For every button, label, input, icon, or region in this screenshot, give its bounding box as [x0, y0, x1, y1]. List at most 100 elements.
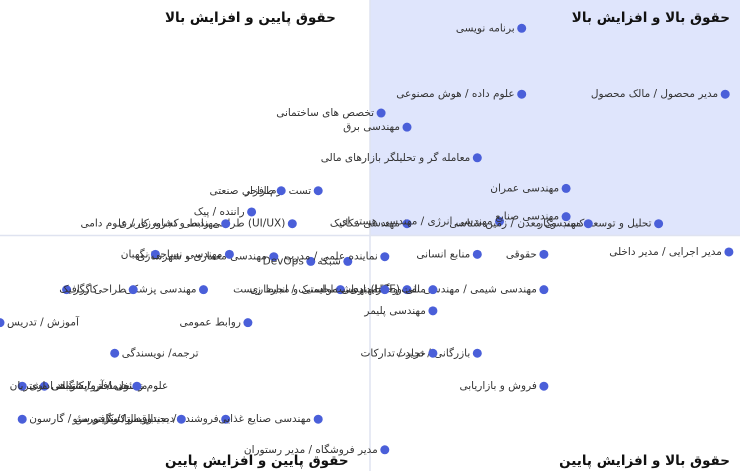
point-label: DevOps: [263, 255, 304, 267]
point: [472, 249, 482, 259]
point: [539, 285, 549, 295]
point-label: شبکه: [317, 255, 340, 267]
point-label: مهندسی برق: [343, 121, 400, 133]
point: [561, 212, 571, 222]
point: [495, 216, 504, 226]
point: [517, 23, 527, 33]
point: [243, 318, 253, 328]
point: [110, 348, 120, 358]
point: [376, 108, 386, 118]
point: [224, 249, 234, 259]
point-label: مهندسی شیمی / مهندسی نفت و گاز: [375, 283, 537, 296]
point: [287, 219, 297, 229]
point-label: مهندسی عمران: [490, 182, 559, 194]
point-label: لجستیک / انبارداری: [250, 284, 333, 296]
point: [539, 249, 549, 259]
point: [0, 318, 5, 328]
quadrant-label: حقوق بالا و افزایش پایین: [559, 453, 730, 469]
point: [583, 219, 593, 229]
point: [221, 414, 231, 424]
point-label: مدیر فروشگاه / مدیر رستوران: [244, 443, 378, 456]
point: [724, 247, 734, 257]
point-label: ترجمه/ نویسندگی: [122, 346, 199, 359]
point: [472, 153, 482, 163]
point-label: مهندسی معماری و شهرسازی: [137, 251, 267, 263]
point: [17, 414, 27, 424]
point-label: مهندسی کشاورزی / علوم دامی: [80, 218, 218, 230]
point: [150, 249, 160, 259]
point-label: فروشنده / صندوقدار / ویزیتور: [87, 413, 219, 425]
point: [269, 252, 279, 262]
point: [402, 122, 412, 132]
point-label: فروش و بازاریابی: [459, 380, 536, 392]
point: [380, 252, 390, 262]
point-label: بهداشت، ایمنی و محیط زیست (HSE): [233, 284, 400, 296]
point-label: حقوقی: [506, 248, 537, 260]
point: [343, 256, 353, 266]
point-label: برنامه نویسی: [456, 22, 515, 34]
point-label: باریستا / کافی من / گارسون: [29, 412, 153, 425]
point: [380, 285, 390, 295]
point-label: مهندسی صنایع غذایی: [218, 413, 311, 425]
point: [313, 414, 323, 424]
point-label: مهندسی پزشکی: [124, 284, 196, 296]
point-label: مهندسی معدن / زمین شناسی: [449, 218, 581, 230]
point-label: مسئول دفتر / کارمند اداری: [29, 380, 147, 392]
point: [132, 381, 142, 391]
point: [128, 285, 138, 295]
point: [472, 348, 482, 358]
point-label: طراحی رابط و تجربه کاربری (UI/UX): [119, 218, 286, 230]
point: [720, 89, 730, 99]
quadrant-label: حقوق پایین و افزایش بالا: [165, 10, 336, 26]
point: [276, 186, 286, 196]
point-label: طراحی صنعتی: [209, 185, 274, 197]
point-label: کارگر: [73, 283, 98, 296]
point-label: راننده / پیک: [194, 206, 245, 218]
point-label: روابط عمومی: [179, 317, 240, 329]
point: [428, 285, 438, 295]
point: [39, 381, 49, 391]
point-label: خدمات و پشتیبانی مشتریان: [10, 380, 130, 392]
point: [306, 256, 316, 266]
point: [247, 207, 257, 217]
point-label: مدیر محصول / مالک محصول: [591, 88, 718, 100]
point: [402, 285, 412, 295]
point-label: مدیر اجرایی / مدیر داخلی: [609, 246, 722, 258]
point-label: مهندسی نساجی: [152, 248, 223, 260]
point: [380, 445, 390, 455]
point: [62, 285, 72, 295]
point: [199, 285, 208, 295]
point-label: مهندسی مکانیک: [330, 218, 400, 230]
point: [539, 381, 549, 391]
quadrant-label: حقوق پایین و افزایش پایین: [165, 453, 349, 469]
quadrant-label: حقوق بالا و افزایش بالا: [572, 10, 730, 26]
point: [402, 219, 412, 229]
point: [561, 183, 571, 193]
point-label: خرید / تدارکات: [360, 347, 425, 359]
point-label: مهندسی مواد: [319, 284, 378, 296]
point-label: معامله گر و تحلیلگر بازارهای مالی: [321, 151, 471, 164]
point-label: نگهبان: [121, 247, 149, 260]
point-label: نماینده علمی / مدرب: [284, 251, 378, 263]
point: [221, 219, 231, 229]
point: [654, 219, 664, 229]
point: [335, 285, 345, 295]
point-label: دیجیتال مارکتینگ و سئو: [71, 412, 174, 425]
point-label: مهندسی صنایع: [495, 211, 559, 223]
point-label: منابع انسانی: [416, 248, 470, 260]
point-label: مهندسی انرژی / مهندسی هسته ای: [339, 215, 492, 227]
point-label: علوم داده / هوش مصنوعی: [396, 88, 514, 100]
point-label: تخصص های ساختمانی: [276, 107, 374, 119]
point-label: طراحی گرافیک: [59, 283, 126, 296]
point-label: مهندسی پلیمر: [363, 305, 425, 317]
point: [17, 381, 27, 391]
point: [176, 414, 186, 424]
point: [517, 89, 527, 99]
point: [313, 186, 323, 196]
point: [428, 306, 438, 316]
point: [428, 348, 438, 358]
point-label: آموزش / تدریس: [7, 316, 80, 329]
quadrant-highlight: [370, 0, 740, 236]
